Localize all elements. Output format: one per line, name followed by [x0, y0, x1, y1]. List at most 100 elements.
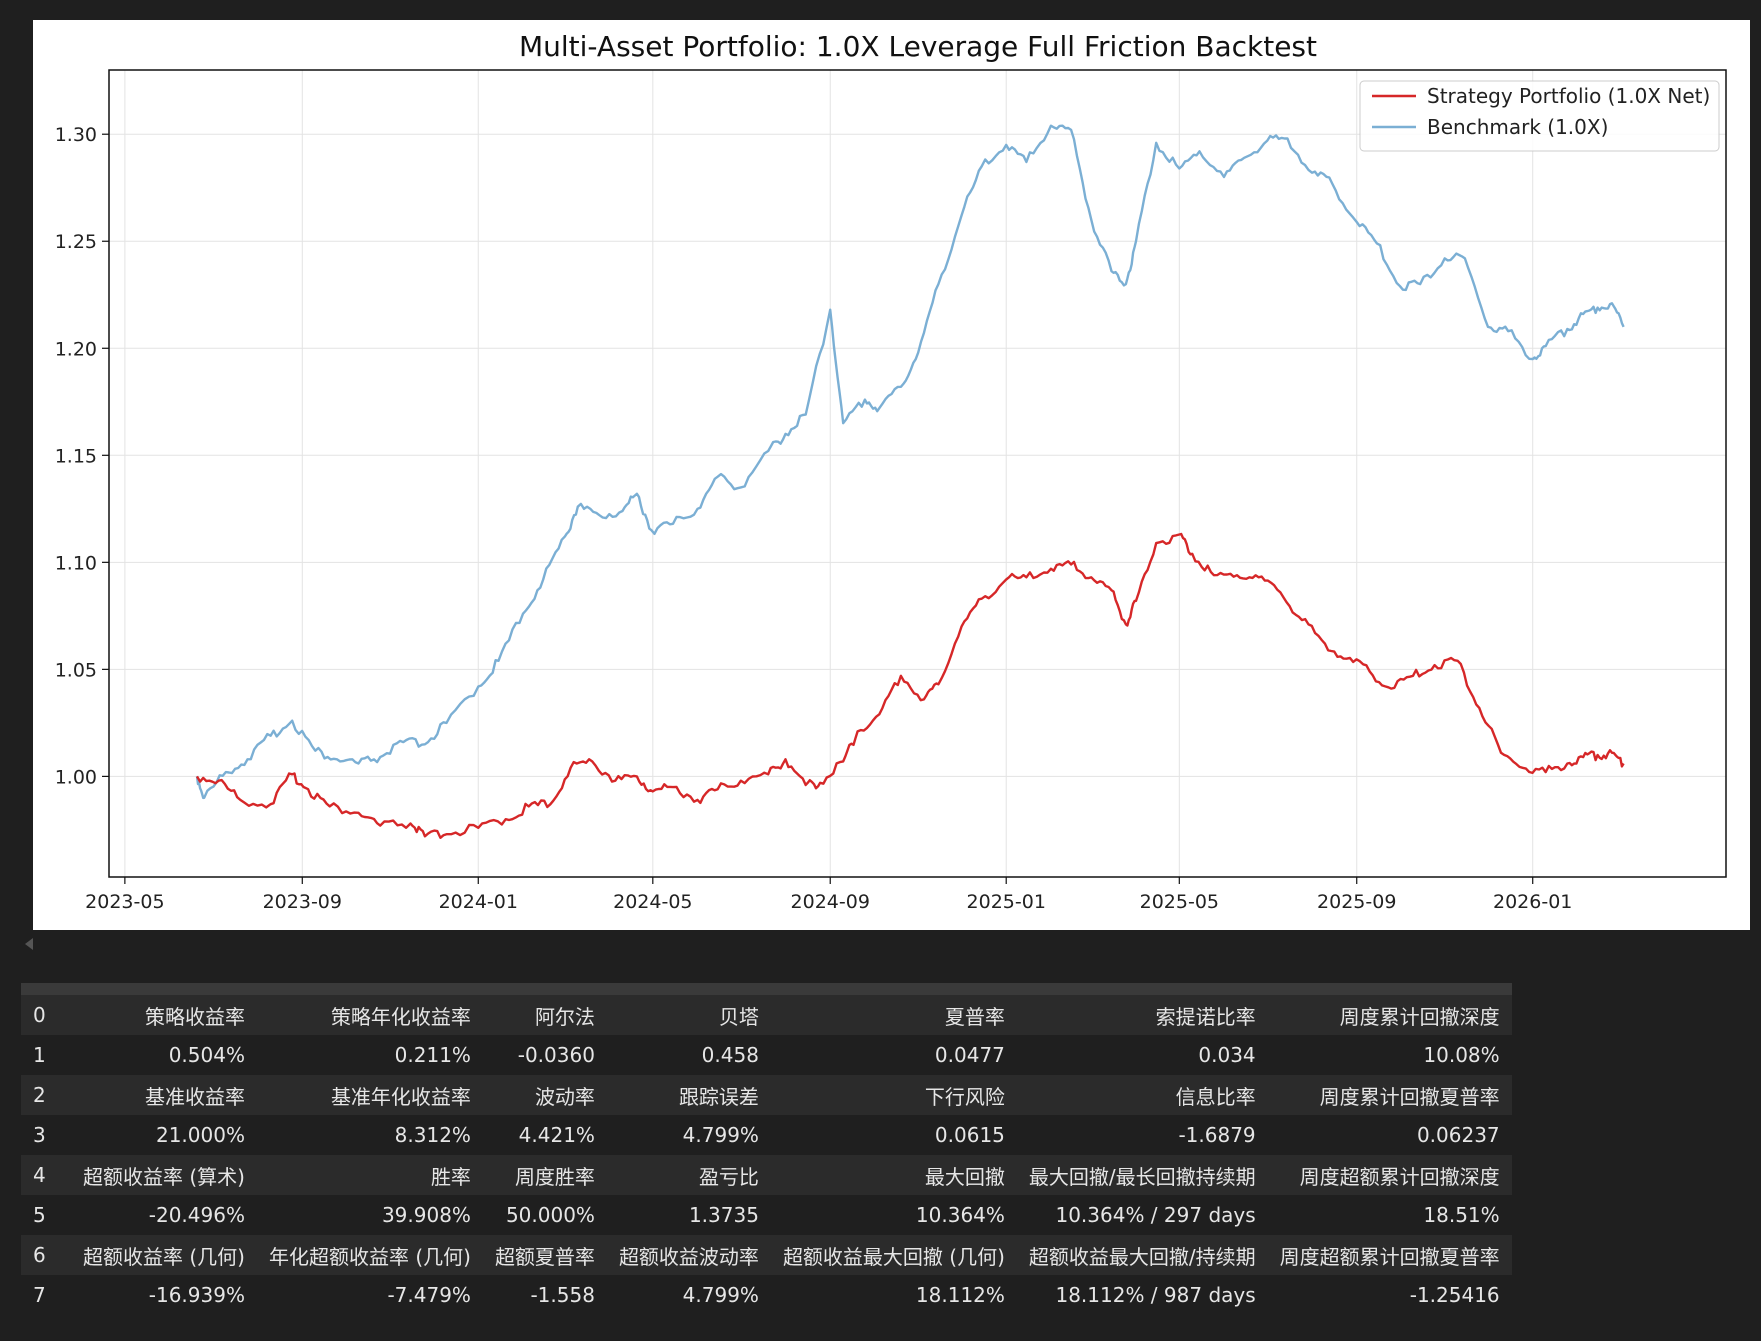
table-row: 5 -20.496% 39.908% 50.000% 1.3735 10.364% 10.3… — [21, 1195, 1512, 1235]
x-tick-label: 2024-09 — [791, 891, 870, 913]
table-cell: 周度超额累计回撤深度 — [1267, 1155, 1512, 1195]
collapse-output-arrow-icon[interactable] — [25, 938, 33, 950]
table-cell: 超额夏普率 — [482, 1235, 607, 1275]
row-index: 5 — [21, 1195, 71, 1235]
row-index: 3 — [21, 1115, 71, 1155]
table-cell: 索提诺比率 — [1016, 995, 1268, 1035]
table-cell: -16.939% — [71, 1275, 257, 1315]
table-cell: 策略收益率 — [71, 995, 257, 1035]
table-cell: 周度超额累计回撤夏普率 — [1267, 1235, 1512, 1275]
table-cell: 最大回撤/最长回撤持续期 — [1016, 1155, 1268, 1195]
table-cell: 超额收益率 (算术) — [71, 1155, 257, 1195]
table-cell: 周度累计回撤夏普率 — [1267, 1075, 1512, 1115]
table-cell: 10.364% / 297 days — [1016, 1195, 1268, 1235]
table-cell: 超额收益率 (几何) — [71, 1235, 257, 1275]
x-tick-label: 2023-05 — [85, 891, 164, 913]
x-tick-label: 2026-01 — [1493, 891, 1572, 913]
table-cell: -1.558 — [482, 1275, 607, 1315]
table-row: 7 -16.939% -7.479% -1.558 4.799% 18.112% 18.11… — [21, 1275, 1512, 1315]
table-body: 0 策略收益率 策略年化收益率 阿尔法 贝塔 夏普率 索提诺比率 周度累计回撤深度 1 0.504… — [21, 995, 1512, 1315]
table-cell: 4.799% — [606, 1275, 771, 1315]
row-index: 1 — [21, 1035, 71, 1075]
table-cell: 21.000% — [71, 1115, 257, 1155]
table-cell: 信息比率 — [1016, 1075, 1268, 1115]
y-tick-label: 1.15 — [55, 445, 97, 467]
y-tick-label: 1.20 — [55, 338, 97, 360]
legend-label-strategy: Strategy Portfolio (1.0X Net) — [1427, 84, 1710, 108]
table-cell: 10.364% — [770, 1195, 1017, 1235]
table-cell: 盈亏比 — [606, 1155, 771, 1195]
chart-title: Multi-Asset Portfolio: 1.0X Leverage Ful… — [519, 30, 1317, 63]
table-cell: 0.0477 — [770, 1035, 1017, 1075]
benchmark-series-line — [195, 124, 1625, 800]
table-cell: 0.504% — [71, 1035, 257, 1075]
table-cell: -0.0360 — [482, 1035, 607, 1075]
table-cell: 阿尔法 — [482, 995, 607, 1035]
ticks: 2023-05 2023-09 2024-01 2024-05 2024-09 2025-… — [55, 124, 1573, 913]
table-cell: 10.08% — [1267, 1035, 1512, 1075]
row-index: 6 — [21, 1235, 71, 1275]
plot-frame — [108, 69, 1727, 878]
table-cell: 年化超额收益率 (几何) — [256, 1235, 483, 1275]
table-cell: 4.799% — [606, 1115, 771, 1155]
row-index: 0 — [21, 995, 71, 1035]
row-index: 7 — [21, 1275, 71, 1315]
series-layer — [195, 124, 1625, 839]
table-cell: 0.0615 — [770, 1115, 1017, 1155]
table-cell: -20.496% — [71, 1195, 257, 1235]
x-tick-label: 2025-05 — [1140, 891, 1219, 913]
table-cell: 下行风险 — [770, 1075, 1017, 1115]
table-cell: 0.034 — [1016, 1035, 1268, 1075]
table-cell: 策略年化收益率 — [256, 995, 483, 1035]
table-cell: 1.3735 — [606, 1195, 771, 1235]
table-cell: 贝塔 — [606, 995, 771, 1035]
y-tick-label: 1.05 — [55, 659, 97, 681]
y-tick-label: 1.10 — [55, 552, 97, 574]
table-cell: 0.211% — [256, 1035, 483, 1075]
x-tick-label: 2024-05 — [613, 891, 692, 913]
x-tick-label: 2025-01 — [967, 891, 1046, 913]
table-cell: 4.421% — [482, 1115, 607, 1155]
y-tick-label: 1.30 — [55, 124, 97, 146]
table-cell: 最大回撤 — [770, 1155, 1017, 1195]
table-cell: 50.000% — [482, 1195, 607, 1235]
table-cell: 8.312% — [256, 1115, 483, 1155]
table-cell: 跟踪误差 — [606, 1075, 771, 1115]
table-row: 1 0.504% 0.211% -0.0360 0.458 0.0477 0.034 10.0… — [21, 1035, 1512, 1075]
table-cell: 周度胜率 — [482, 1155, 607, 1195]
table-header-row — [21, 983, 1512, 995]
table-cell: 18.112% — [770, 1275, 1017, 1315]
backtest-chart: Multi-Asset Portfolio: 1.0X Leverage Ful… — [55, 30, 1727, 913]
table-cell: -1.6879 — [1016, 1115, 1268, 1155]
row-index: 2 — [21, 1075, 71, 1115]
table-cell: 超额收益波动率 — [606, 1235, 771, 1275]
y-tick-label: 1.25 — [55, 231, 97, 253]
legend-box — [1359, 80, 1720, 152]
table-cell: 18.112% / 987 days — [1016, 1275, 1268, 1315]
table-cell: 胜率 — [256, 1155, 483, 1195]
legend: Strategy Portfolio (1.0X Net) Benchmark … — [1359, 80, 1720, 152]
table-cell: 基准收益率 — [71, 1075, 257, 1115]
x-tick-label: 2023-09 — [263, 891, 342, 913]
table-row: 3 21.000% 8.312% 4.421% 4.799% 0.0615 -1.6879 0… — [21, 1115, 1512, 1155]
y-tick-label: 1.00 — [55, 766, 97, 788]
row-index: 4 — [21, 1155, 71, 1195]
table-cell: 超额收益最大回撤/持续期 — [1016, 1235, 1268, 1275]
grid — [109, 70, 1726, 877]
metrics-table: 0 策略收益率 策略年化收益率 阿尔法 贝塔 夏普率 索提诺比率 周度累计回撤深度 1 0.504… — [21, 983, 1512, 1315]
table-cell: 39.908% — [256, 1195, 483, 1235]
table-row: 0 策略收益率 策略年化收益率 阿尔法 贝塔 夏普率 索提诺比率 周度累计回撤深度 — [21, 995, 1512, 1035]
chart-figure: Multi-Asset Portfolio: 1.0X Leverage Ful… — [33, 20, 1750, 930]
table-cell: 夏普率 — [770, 995, 1017, 1035]
x-tick-label: 2025-09 — [1317, 891, 1396, 913]
table-row: 2 基准收益率 基准年化收益率 波动率 跟踪误差 下行风险 信息比率 周度累计回撤夏普率 — [21, 1075, 1512, 1115]
x-tick-label: 2024-01 — [439, 891, 518, 913]
table-cell: 0.458 — [606, 1035, 771, 1075]
table-cell: -1.25416 — [1267, 1275, 1512, 1315]
table-cell: -7.479% — [256, 1275, 483, 1315]
table-cell: 0.06237 — [1267, 1115, 1512, 1155]
table-cell: 超额收益最大回撤 (几何) — [770, 1235, 1017, 1275]
table-cell: 18.51% — [1267, 1195, 1512, 1235]
legend-label-benchmark: Benchmark (1.0X) — [1427, 115, 1608, 139]
table-cell: 波动率 — [482, 1075, 607, 1115]
